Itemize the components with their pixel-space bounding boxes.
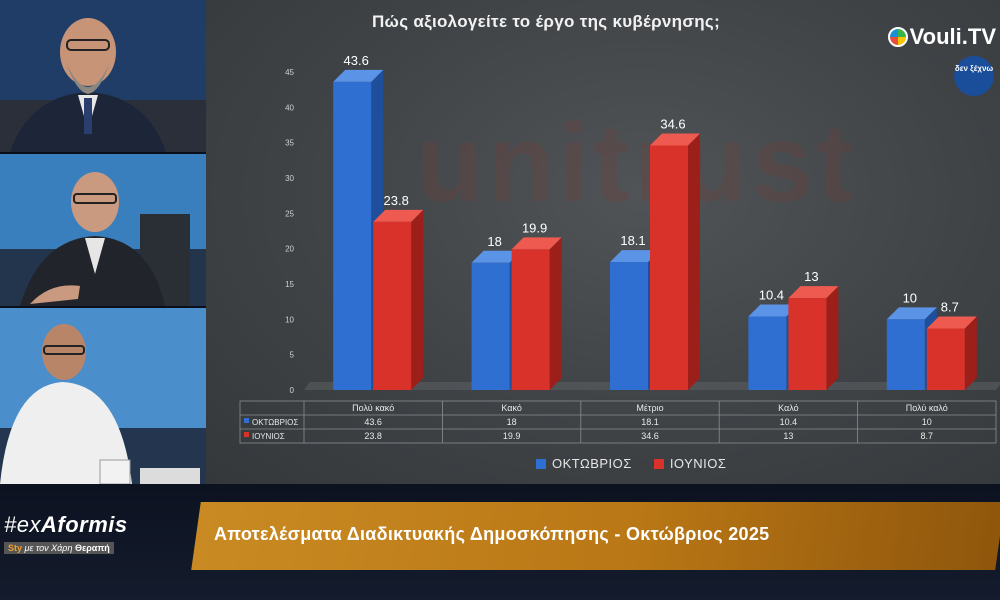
legend-swatch-series-1 xyxy=(536,458,546,469)
bar-top xyxy=(511,237,562,250)
show-sub-prefix: με τον Χάρη xyxy=(24,543,73,553)
show-hashtag: #ex xyxy=(4,512,41,537)
legend-swatch-series-2 xyxy=(653,458,664,469)
presenter-2-image xyxy=(0,154,206,306)
table-value: 10 xyxy=(922,417,932,427)
data-label: 10.4 xyxy=(759,288,784,303)
data-label: 18.1 xyxy=(620,233,645,248)
bar-side xyxy=(964,316,977,390)
table-value: 10.4 xyxy=(780,417,798,427)
bar-top xyxy=(333,69,384,82)
table-series-swatch xyxy=(244,432,249,437)
video-panel-1 xyxy=(0,0,206,154)
y-tick-label: 30 xyxy=(285,174,294,183)
show-logo: #exAformis Sty με τον Χάρη Θεραπή xyxy=(4,512,128,556)
y-tick-label: 0 xyxy=(290,386,295,395)
bar xyxy=(471,262,510,390)
category-label: Μέτριο xyxy=(636,403,663,413)
bar xyxy=(788,298,827,390)
legend-label-series-1: ΟΚΤΩΒΡΙΟΣ xyxy=(552,456,632,471)
bar xyxy=(333,81,372,390)
bar xyxy=(926,328,965,390)
table-series-name: ΙΟΥΝΙΟΣ xyxy=(252,432,285,441)
bar xyxy=(373,221,412,390)
presenter-1-image xyxy=(0,0,206,152)
data-table xyxy=(239,400,997,444)
bar-top xyxy=(650,133,700,146)
data-label: 23.8 xyxy=(384,193,409,208)
channel-logo-text: Vouli.TV xyxy=(909,24,996,49)
channel-logo-icon xyxy=(887,27,908,47)
show-sub-tag: Sty xyxy=(8,543,23,553)
bar-top xyxy=(886,307,937,320)
chart-legend: ΟΚΤΩΒΡΙΟΣ ΙΟΥΝΙΟΣ xyxy=(536,456,726,471)
bar-side xyxy=(411,209,424,390)
bar xyxy=(748,316,787,390)
bar xyxy=(511,249,550,390)
show-sub-name: Θεραπή xyxy=(74,543,110,553)
category-label: Κακό xyxy=(501,403,521,413)
bar-top xyxy=(926,316,977,329)
table-value: 19.9 xyxy=(503,431,521,441)
video-panel-2 xyxy=(0,154,206,308)
table-value: 34.6 xyxy=(641,431,659,441)
category-label: Πολύ κακό xyxy=(352,403,394,413)
chart-title: Πώς αξιολογείτε το έργο της κυβέρνησης; xyxy=(371,12,721,31)
data-label: 18 xyxy=(487,234,501,249)
channel-logo: Vouli.TV xyxy=(887,24,996,50)
show-subtitle: Sty με τον Χάρη Θεραπή xyxy=(4,542,114,554)
bar-chart: 0 5 10 15 20 25 30 35 40 45 43.6 23.8 18 19.9 18.1 34.6… xyxy=(239,53,1000,444)
table-value: 23.8 xyxy=(364,431,382,441)
data-label: 43.6 xyxy=(344,53,369,68)
table-value: 13 xyxy=(783,431,793,441)
data-label: 8.7 xyxy=(941,300,959,315)
data-label: 19.9 xyxy=(522,220,547,235)
data-label: 10 xyxy=(903,290,917,305)
y-tick-label: 25 xyxy=(285,209,294,218)
table-value: 8.7 xyxy=(921,431,934,441)
bar-top xyxy=(373,209,424,222)
table-value: 18.1 xyxy=(641,417,659,427)
chart-panel: unitrust Πώς αξιολογείτε το έργο της κυβ… xyxy=(206,0,1000,484)
data-label: 34.6 xyxy=(660,116,685,131)
y-tick-label: 5 xyxy=(290,351,295,360)
bar-top xyxy=(748,304,799,317)
legend-item-series-1: ΟΚΤΩΒΡΙΟΣ xyxy=(536,456,632,471)
bar-side xyxy=(549,237,562,390)
bar-side xyxy=(826,286,839,390)
bar-top xyxy=(788,286,839,299)
y-tick-label: 40 xyxy=(285,103,294,112)
table-value: 18 xyxy=(507,417,517,427)
channel-badge: δεν ξέχνω xyxy=(954,56,994,96)
banner-text: Αποτελέσματα Διαδικτυακής Δημοσκόπησης -… xyxy=(214,524,770,544)
category-label: Πολύ καλό xyxy=(906,403,948,413)
y-tick-label: 35 xyxy=(285,139,294,148)
bar-side xyxy=(688,133,700,390)
table-value: 43.6 xyxy=(364,417,382,427)
bar xyxy=(610,262,648,390)
show-name: #exAformis xyxy=(4,512,128,538)
legend-label-series-2: ΙΟΥΝΙΟΣ xyxy=(669,456,727,471)
category-label: Καλό xyxy=(778,403,798,413)
table-series-name: ΟΚΤΩΒΡΙΟΣ xyxy=(252,418,298,427)
video-panel-3 xyxy=(0,308,206,486)
bar xyxy=(650,145,688,390)
y-tick-label: 15 xyxy=(285,280,294,289)
legend-item-series-2: ΙΟΥΝΙΟΣ xyxy=(653,456,727,471)
bar-top xyxy=(610,250,660,263)
y-tick-label: 20 xyxy=(285,245,294,254)
presenter-3-image xyxy=(0,308,206,484)
show-title: Aformis xyxy=(40,512,128,537)
table-series-swatch xyxy=(244,418,249,423)
bar-top xyxy=(471,250,522,263)
y-tick-label: 45 xyxy=(285,68,294,77)
y-tick-label: 10 xyxy=(285,315,294,324)
data-label: 13 xyxy=(804,269,818,284)
bar xyxy=(886,319,925,390)
